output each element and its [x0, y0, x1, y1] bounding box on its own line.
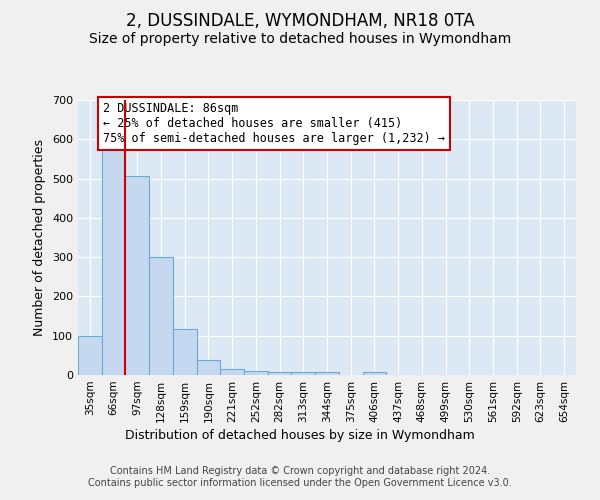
- Bar: [292, 372, 315, 375]
- Text: 2 DUSSINDALE: 86sqm
← 25% of detached houses are smaller (415)
75% of semi-detac: 2 DUSSINDALE: 86sqm ← 25% of detached ho…: [103, 102, 445, 145]
- Bar: [102, 149, 125, 375]
- Bar: [173, 328, 197, 375]
- Bar: [220, 369, 244, 375]
- Bar: [78, 336, 102, 375]
- Text: 2, DUSSINDALE, WYMONDHAM, NR18 0TA: 2, DUSSINDALE, WYMONDHAM, NR18 0TA: [125, 12, 475, 30]
- Bar: [149, 257, 173, 375]
- Bar: [315, 372, 339, 375]
- Text: Contains HM Land Registry data © Crown copyright and database right 2024.
Contai: Contains HM Land Registry data © Crown c…: [88, 466, 512, 487]
- Y-axis label: Number of detached properties: Number of detached properties: [34, 139, 46, 336]
- Text: Size of property relative to detached houses in Wymondham: Size of property relative to detached ho…: [89, 32, 511, 46]
- Bar: [244, 372, 268, 375]
- Bar: [197, 360, 220, 375]
- Bar: [125, 176, 149, 375]
- Bar: [362, 372, 386, 375]
- Text: Distribution of detached houses by size in Wymondham: Distribution of detached houses by size …: [125, 428, 475, 442]
- Bar: [268, 372, 292, 375]
